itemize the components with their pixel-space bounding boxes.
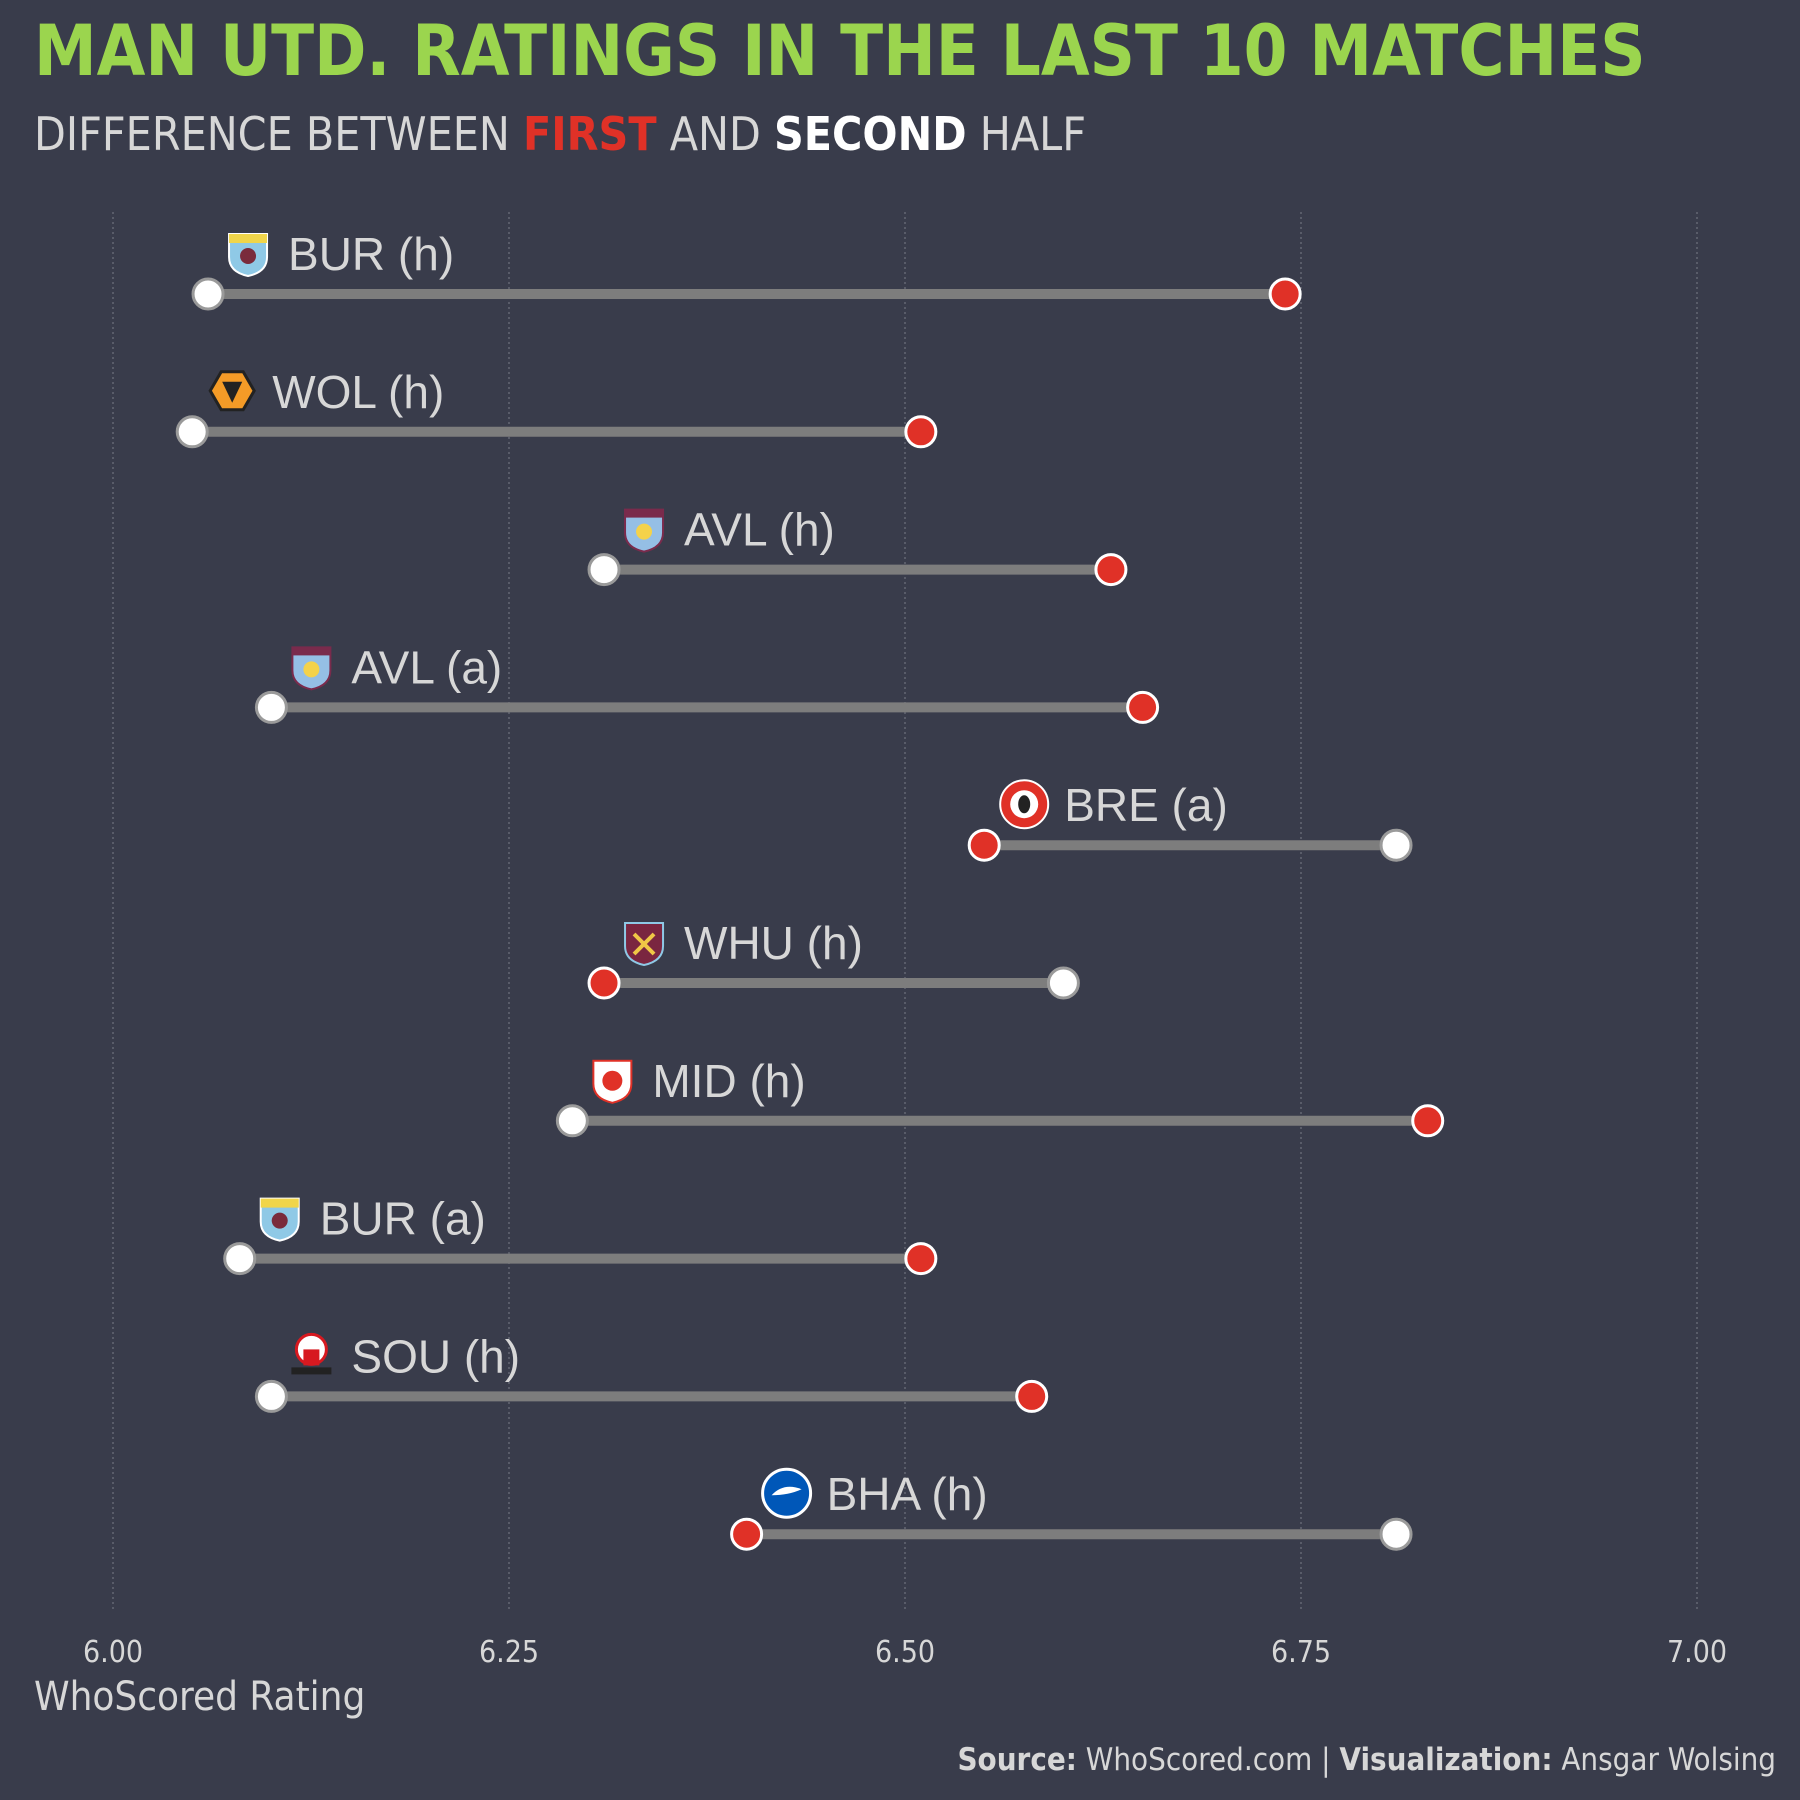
- match-row: AVL (a): [254, 641, 1160, 724]
- x-axis: 6.00 6.25 6.50 6.75 7.00: [83, 1635, 1727, 1670]
- aston-villa-crest-icon: [291, 646, 332, 691]
- match-label: AVL (a): [351, 641, 502, 693]
- match-label: AVL (h): [684, 504, 835, 556]
- first-half-point: [1268, 277, 1302, 311]
- subtitle-part2: AND: [657, 107, 774, 161]
- match-label: BRE (a): [1064, 779, 1228, 831]
- second-half-point: [587, 553, 621, 587]
- match-row: BUR (h): [191, 228, 1302, 311]
- burnley-crest-icon: [228, 233, 269, 278]
- grid: [112, 212, 1698, 1610]
- dumbbell-rows: BUR (h) WOL (h) AVL (h) AVL (a) BRE (a) WHU (…: [175, 228, 1445, 1551]
- subtitle-first-half: FIRST: [523, 107, 657, 161]
- match-row: BUR (a): [223, 1193, 938, 1276]
- match-label: MID (h): [652, 1055, 805, 1107]
- match-row: WOL (h): [175, 366, 938, 449]
- burnley-crest-icon: [259, 1197, 300, 1242]
- first-half-point: [904, 1242, 938, 1276]
- second-half-point: [254, 690, 288, 724]
- source-label: Source:: [957, 1742, 1076, 1778]
- x-tick-label: 6.50: [875, 1635, 935, 1670]
- first-half-point: [904, 415, 938, 449]
- subtitle-part3: HALF: [967, 107, 1086, 161]
- second-half-point: [555, 1104, 589, 1138]
- x-axis-label: WhoScored Rating: [34, 1674, 365, 1720]
- match-row: AVL (h): [587, 504, 1128, 587]
- match-row: SOU (h): [254, 1330, 1049, 1413]
- chart-title: MAN UTD. RATINGS IN THE LAST 10 MATCHES: [34, 10, 1646, 92]
- second-half-point: [1046, 966, 1080, 1000]
- brentford-crest-icon: [999, 779, 1050, 830]
- first-half-point: [730, 1517, 764, 1551]
- second-half-point: [175, 415, 209, 449]
- source-value: WhoScored.com |: [1077, 1742, 1339, 1778]
- brighton-crest-icon: [761, 1467, 813, 1519]
- x-tick-label: 6.75: [1271, 1635, 1331, 1670]
- first-half-point: [1015, 1379, 1049, 1413]
- subtitle-part1: DIFFERENCE BETWEEN: [34, 107, 523, 161]
- first-half-point: [1094, 553, 1128, 587]
- source-credit: Source: WhoScored.com | Visualization: A…: [957, 1742, 1776, 1778]
- middlesbrough-crest-icon: [592, 1059, 633, 1104]
- second-half-point: [1379, 1517, 1413, 1551]
- subtitle-second-half: SECOND: [774, 107, 967, 161]
- first-half-point: [587, 966, 621, 1000]
- wolves-crest-icon: [208, 370, 256, 412]
- x-tick-label: 7.00: [1667, 1635, 1727, 1670]
- first-half-point: [1126, 690, 1160, 724]
- chart-subtitle: DIFFERENCE BETWEEN FIRST AND SECOND HALF: [34, 107, 1086, 161]
- match-label: BUR (h): [288, 228, 454, 280]
- match-label: SOU (h): [351, 1330, 520, 1382]
- southampton-crest-icon: [291, 1332, 332, 1375]
- match-row: BRE (a): [967, 779, 1413, 862]
- x-tick-label: 6.25: [479, 1635, 539, 1670]
- match-row: WHU (h): [587, 917, 1080, 1000]
- aston-villa-crest-icon: [624, 508, 665, 553]
- visualization-label: Visualization:: [1339, 1742, 1552, 1778]
- second-half-point: [254, 1379, 288, 1413]
- x-tick-label: 6.00: [83, 1635, 143, 1670]
- second-half-point: [223, 1242, 257, 1276]
- first-half-point: [967, 828, 1001, 862]
- match-row: MID (h): [555, 1055, 1445, 1138]
- visualization-value: Ansgar Wolsing: [1553, 1742, 1777, 1778]
- match-row: BHA (h): [730, 1467, 1413, 1551]
- second-half-point: [1379, 828, 1413, 862]
- match-label: WHU (h): [684, 917, 863, 969]
- second-half-point: [191, 277, 225, 311]
- match-label: BHA (h): [827, 1468, 988, 1520]
- match-label: BUR (a): [320, 1193, 486, 1245]
- west-ham-crest-icon: [624, 922, 665, 967]
- first-half-point: [1411, 1104, 1445, 1138]
- match-label: WOL (h): [272, 366, 444, 418]
